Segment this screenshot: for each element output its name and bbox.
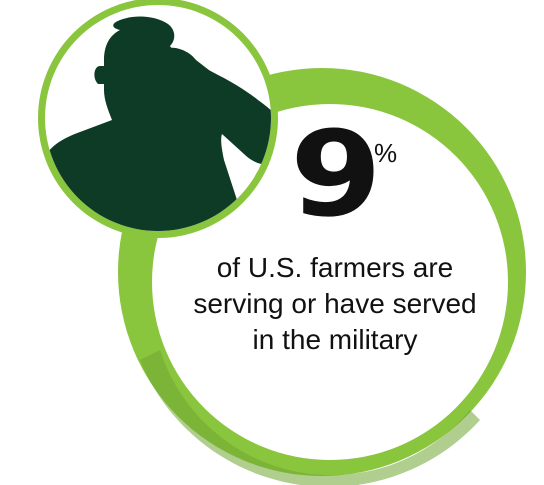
saluting-soldier-icon (45, 16, 271, 231)
statistic: 9 % (290, 115, 397, 233)
soldier-badge (38, 0, 278, 238)
caption-line-1: of U.S. farmers are (216, 252, 454, 283)
caption: of U.S. farmers are serving or have serv… (150, 250, 520, 358)
stat-unit: % (374, 138, 398, 168)
caption-line-3: in the military (252, 324, 418, 355)
stat-value: 9 (290, 105, 382, 243)
caption-line-2: serving or have served (193, 288, 477, 319)
